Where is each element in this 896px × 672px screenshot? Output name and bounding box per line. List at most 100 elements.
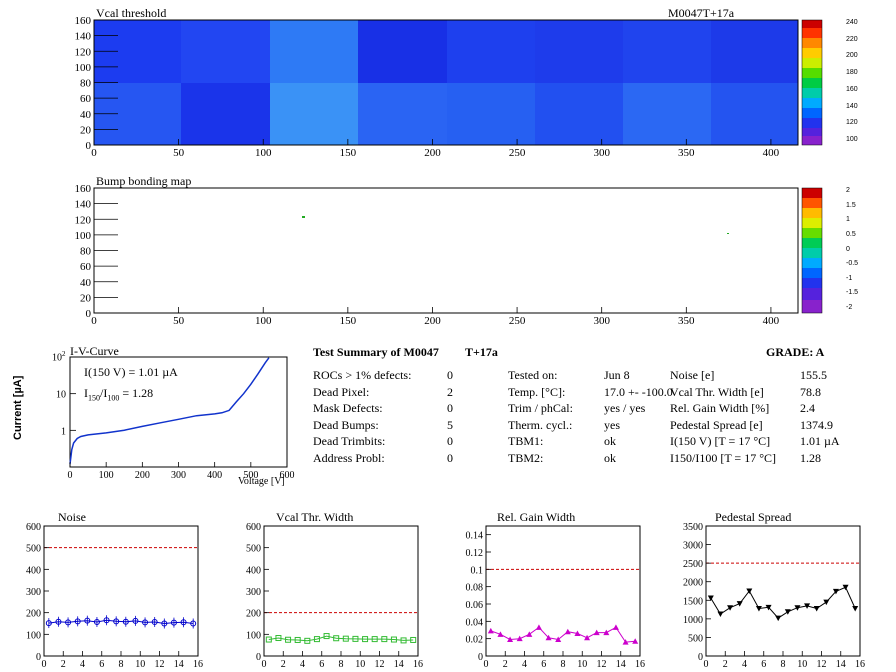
palette-label: 140: [846, 102, 858, 110]
ytick-label: 0.06: [466, 600, 484, 611]
xtick-label: 12: [375, 659, 385, 670]
ytick-label: 0: [478, 652, 483, 663]
bump-palette: [801, 187, 823, 314]
vcal-map-xtick-label: 150: [340, 147, 357, 159]
ytick-label: 0.12: [466, 548, 484, 559]
series-line: [48, 619, 194, 625]
vcal-map-title: Vcal threshold: [96, 6, 167, 20]
xtick-label: 16: [193, 659, 203, 670]
data-point: [487, 627, 494, 634]
data-point: [603, 629, 610, 636]
data-point: [794, 605, 801, 611]
xtick-label: 16: [635, 659, 645, 670]
iv-xtick-label: 400: [207, 470, 222, 481]
trend-frame: [485, 525, 641, 657]
xtick-label: 12: [597, 659, 607, 670]
xtick-label: 8: [561, 659, 566, 670]
iv-xtick-label: 0: [68, 470, 73, 481]
vcal-map-xtick-label: 50: [173, 147, 185, 159]
data-point: [535, 624, 542, 630]
bump-map-xtick-label: 400: [763, 315, 780, 327]
iv-xtick-label: 500: [243, 470, 258, 481]
summary-right-label: Rel. Gain Width [%]: [670, 401, 770, 415]
data-point: [765, 604, 772, 611]
data-point: [555, 636, 562, 643]
bump-defect-dot: [302, 216, 305, 218]
ytick-label: 0.08: [466, 583, 484, 594]
xtick-label: 14: [616, 659, 626, 670]
trend-plot-3: 0 2 4 6 8 10 12 14 16 0 500 1000 1500 2000 2500 3000 350…: [683, 522, 865, 670]
data-point: [832, 588, 839, 595]
vcal-map-xtick-label: 100: [255, 147, 272, 159]
data-point: [275, 635, 282, 642]
data-point: [304, 637, 311, 644]
data-point: [381, 636, 388, 643]
data-point: [507, 636, 514, 643]
iv-xtick-label: 100: [99, 470, 114, 481]
xtick-label: 6: [541, 659, 546, 670]
series-line: [710, 586, 856, 619]
data-point: [390, 636, 397, 643]
summary-title-suffix: T+17a: [465, 345, 498, 359]
bump-map-xtick-label: 350: [678, 315, 695, 327]
summary-left-label: Address Probl:: [313, 450, 385, 465]
summary-middle-label: TBM1:: [508, 434, 544, 448]
ytick-label: 0.04: [466, 617, 484, 628]
ytick-label: 0.14: [466, 531, 484, 542]
xtick-label: 16: [413, 659, 423, 670]
xtick-label: 4: [80, 659, 85, 670]
bump-map-xtick-label: 300: [593, 315, 610, 327]
xtick-label: 12: [155, 659, 165, 670]
data-point: [285, 636, 292, 643]
xtick-label: 10: [577, 659, 587, 670]
xtick-label: 10: [355, 659, 365, 670]
data-point: [333, 635, 340, 642]
palette-label: 1: [846, 216, 850, 224]
data-point: [400, 637, 407, 644]
palette-label: 200: [846, 52, 858, 60]
vcal-map-ytick-label: 40: [80, 109, 92, 121]
vcal-map-ytick-label: 100: [75, 62, 92, 74]
iv-xlabel: Voltage [V]: [238, 476, 285, 487]
palette-label: 120: [846, 119, 858, 127]
bump-map-ytick-label: 60: [80, 261, 92, 273]
data-point: [823, 599, 830, 606]
bump-defect-dot: [727, 233, 729, 234]
summary-left-value: 5: [447, 417, 453, 432]
ytick-label: 600: [246, 522, 261, 533]
xtick-label: 2: [503, 659, 508, 670]
palette-label: -0.5: [846, 260, 859, 268]
data-point: [755, 605, 762, 612]
summary-right-label: Noise [e]: [670, 368, 715, 382]
iv-curve-line: [69, 357, 270, 465]
palette-label: 1.5: [846, 201, 856, 209]
xtick-label: 6: [761, 659, 766, 670]
bump-map-xtick-label: 150: [340, 315, 357, 327]
vcal-map-ytick-label: 140: [75, 31, 92, 43]
bump-map-ytick-label: 0: [86, 308, 92, 320]
module-label: M0047T+17a: [668, 6, 735, 20]
series-line: [490, 626, 636, 643]
vcal-map-ytick-label: 80: [80, 78, 92, 90]
palette-label: -1.5: [846, 289, 859, 297]
palette-label: -1: [846, 274, 853, 282]
data-point: [545, 634, 552, 641]
trend-title: Vcal Thr. Width: [276, 510, 354, 524]
palette-label: 240: [846, 19, 858, 26]
palette-label: 100: [846, 136, 858, 143]
trend-plot-0: 0 2 4 6 8 10 12 14 16 0 100 200 300 400 500 600: [26, 522, 203, 670]
palette-label: 160: [846, 85, 858, 93]
ytick-label: 0: [698, 652, 703, 663]
bump-map-ytick-label: 80: [80, 246, 92, 258]
summary-middle-label: Temp. [°C]:: [508, 384, 566, 399]
bump-map-ytick-label: 40: [80, 277, 92, 289]
summary-left-label: ROCs > 1% defects:: [313, 368, 412, 382]
xtick-label: 16: [855, 659, 865, 670]
bump-map-ytick-label: 160: [75, 183, 92, 195]
data-point: [717, 611, 724, 618]
vcal-map-ytick-label: 60: [80, 93, 92, 105]
ytick-label: 500: [688, 633, 703, 644]
xtick-label: 4: [300, 659, 305, 670]
bump-map-ytick-label: 120: [75, 214, 92, 226]
data-point: [410, 636, 417, 643]
